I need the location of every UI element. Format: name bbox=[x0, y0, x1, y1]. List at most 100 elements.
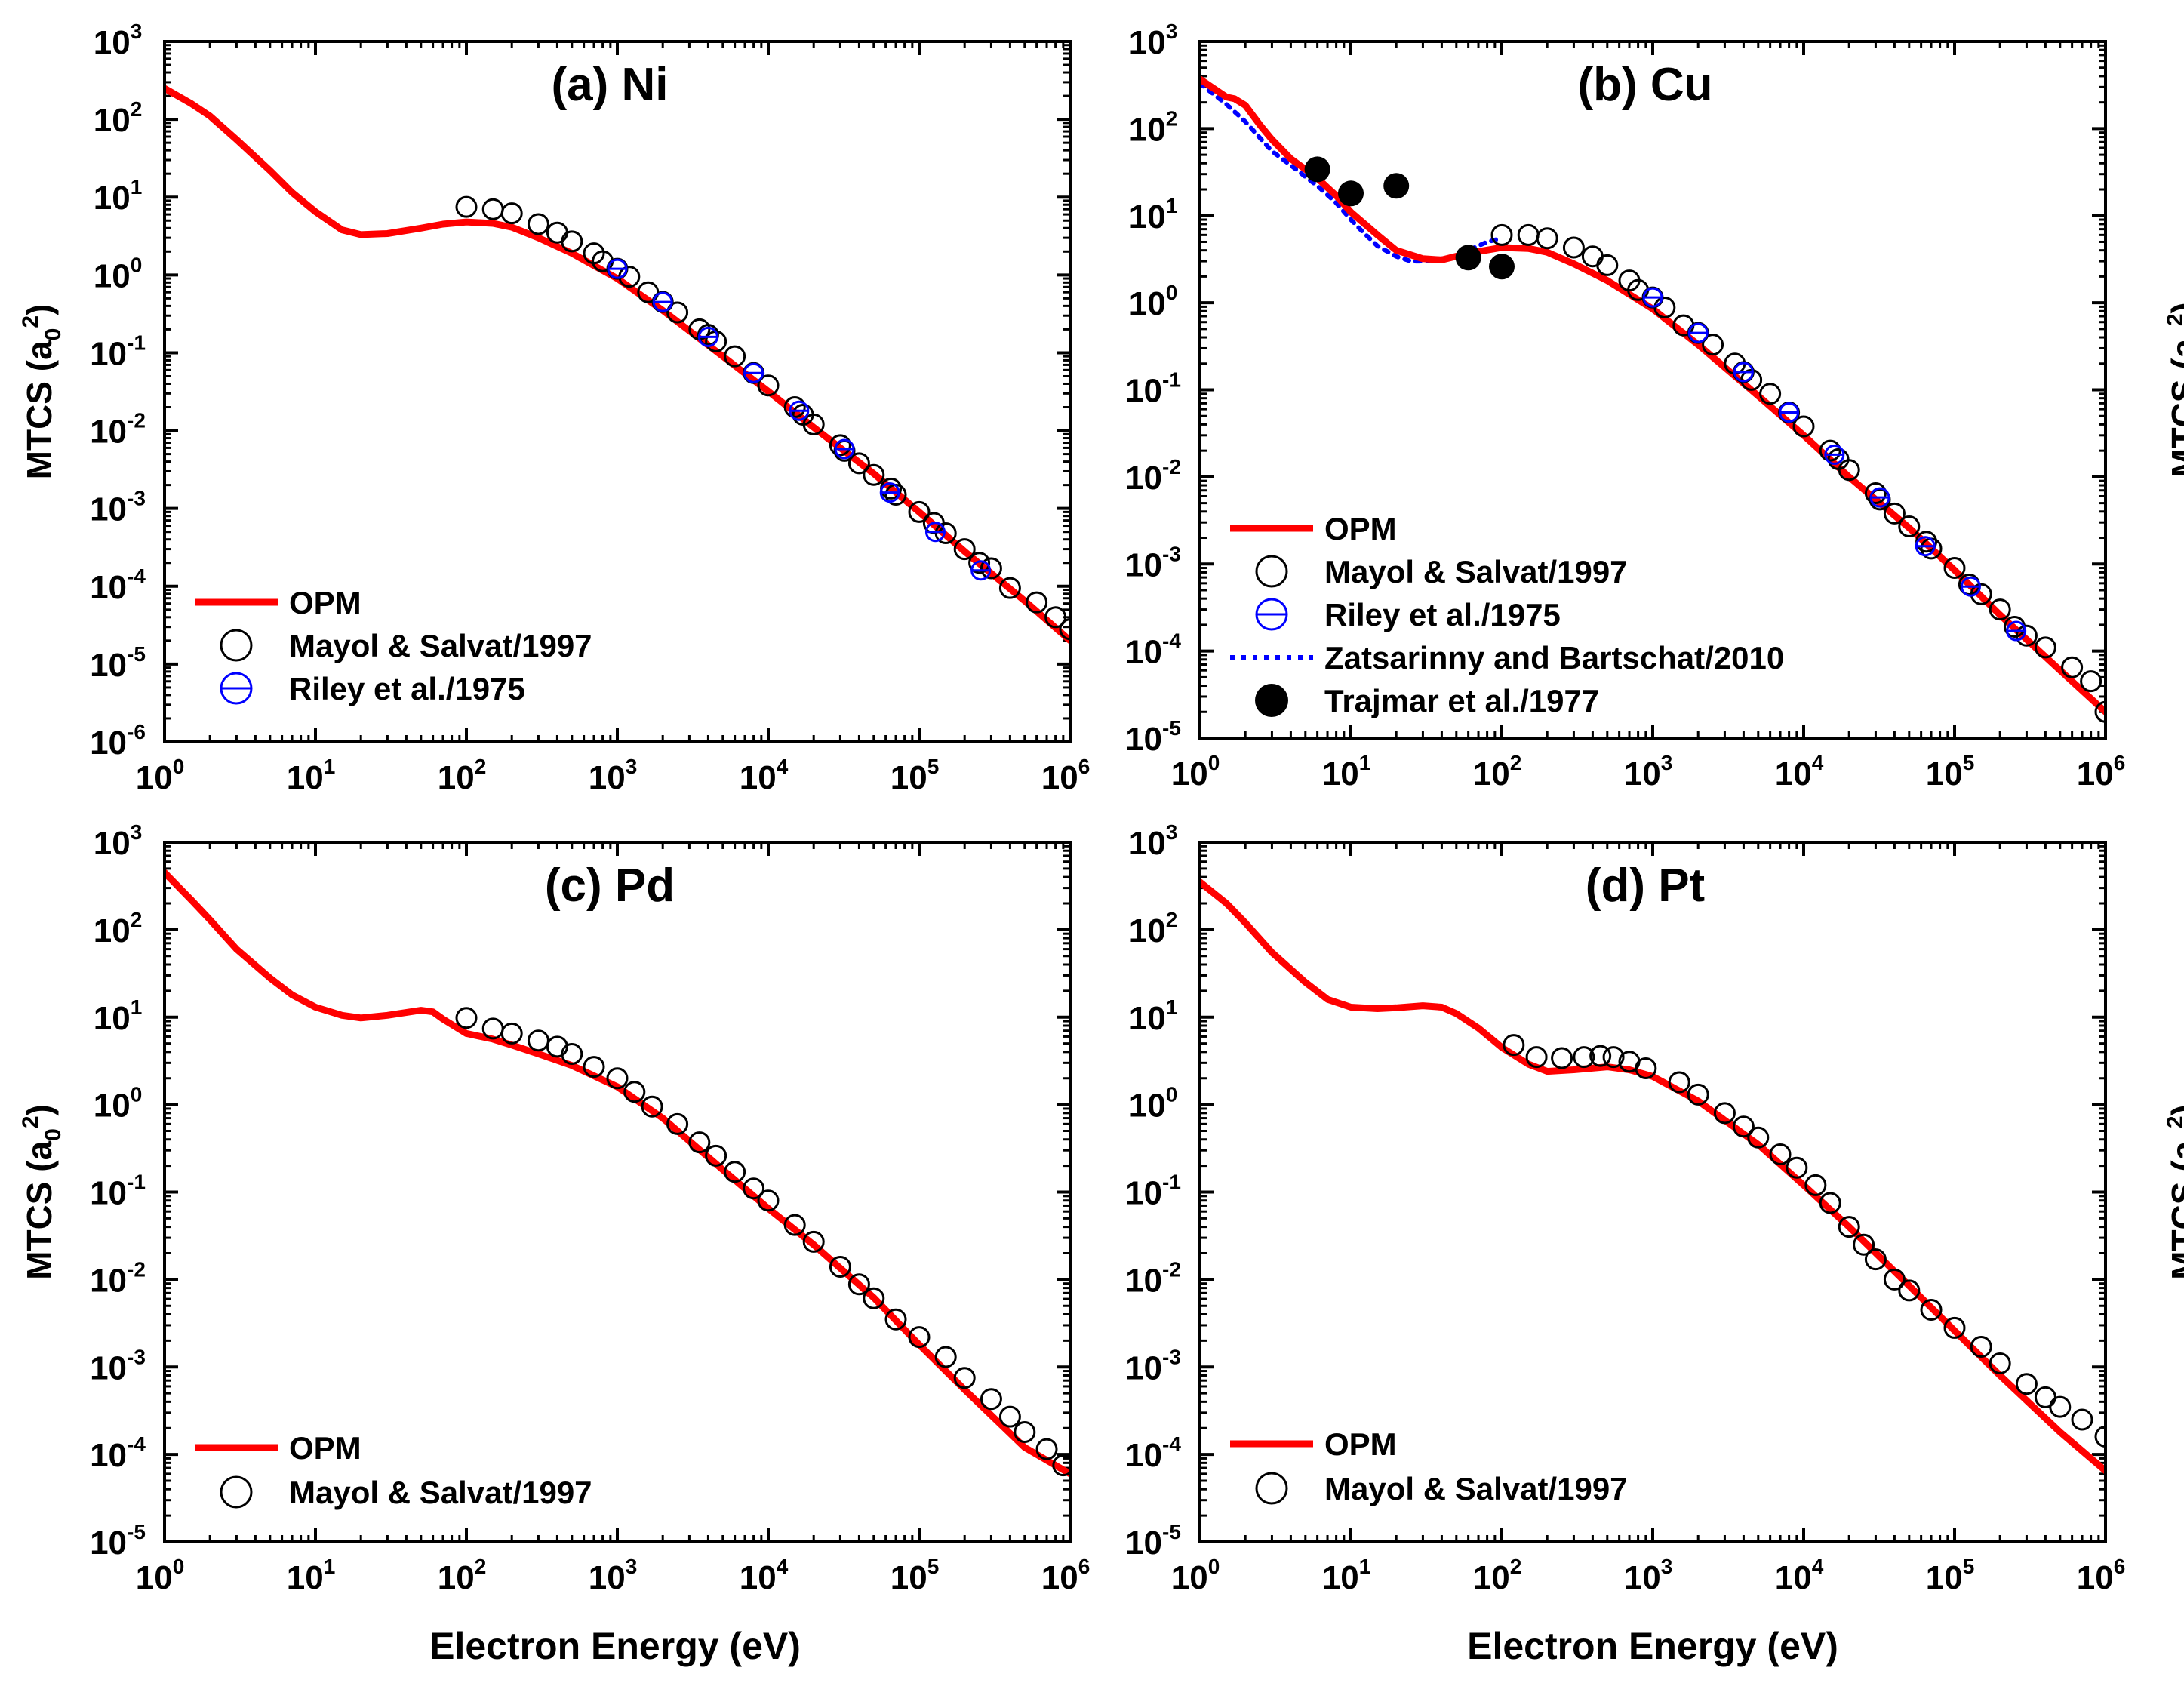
series-opm-line bbox=[1200, 75, 2106, 715]
series-riley-et-al-1975-point bbox=[2006, 620, 2027, 642]
series-mayol-salvat-1997-point bbox=[1819, 439, 1841, 462]
series-mayol-salvat-1997-point bbox=[1898, 1279, 1921, 1302]
series-riley-et-al-1975-point bbox=[743, 362, 764, 383]
series-mayol-salvat-1997-point bbox=[1059, 618, 1070, 641]
y-tick-label: 10-3 bbox=[1125, 542, 1181, 583]
legend-label: Mayol & Salvat/1997 bbox=[1324, 1471, 1628, 1506]
x-tick-label: 102 bbox=[438, 755, 487, 796]
y-tick-label: 100 bbox=[1129, 1083, 1178, 1125]
x-tick-label: 104 bbox=[740, 1555, 789, 1596]
series-mayol-salvat-1997-point bbox=[2049, 1395, 2072, 1418]
series-mayol-salvat-1997-point bbox=[980, 1388, 1002, 1411]
series-riley-et-al-1975-point bbox=[834, 438, 855, 460]
data-layer bbox=[1200, 878, 2106, 1475]
series-mayol-salvat-1997-point bbox=[705, 1144, 727, 1167]
x-tick-label: 105 bbox=[891, 1555, 940, 1596]
x-axis-title-right: Electron Energy (eV) bbox=[1467, 1625, 1838, 1667]
series-mayol-salvat-1997-point bbox=[1503, 1034, 1525, 1057]
series-mayol-salvat-1997-point bbox=[527, 1029, 549, 1052]
legend-label: OPM bbox=[1324, 1426, 1397, 1462]
series-mayol-salvat-1997-point bbox=[783, 396, 806, 419]
series-mayol-salvat-1997-point bbox=[863, 1287, 885, 1309]
series-mayol-salvat-1997-point bbox=[2015, 1373, 2038, 1395]
series-mayol-salvat-1997-point bbox=[908, 500, 931, 523]
series-mayol-salvat-1997-point bbox=[1687, 1083, 1709, 1106]
series-mayol-salvat-1997-point bbox=[500, 202, 523, 225]
y-tick-label: 103 bbox=[94, 820, 143, 862]
series-mayol-salvat-1997-point bbox=[2094, 1425, 2106, 1448]
y-tick-label: 10-2 bbox=[90, 409, 146, 451]
series-mayol-salvat-1997-point bbox=[847, 452, 870, 475]
series-mayol-salvat-1997-point bbox=[1653, 297, 1676, 319]
legend-item-mayol-salvat-1997: Mayol & Salvat/1997 bbox=[220, 1475, 592, 1510]
y-tick-label: 102 bbox=[94, 908, 143, 949]
series-mayol-salvat-1997-point bbox=[606, 1067, 629, 1090]
series-mayol-salvat-1997-point bbox=[968, 552, 991, 574]
series-mayol-salvat-1997-point bbox=[724, 345, 746, 368]
y-axis-title: MTCS (a02) bbox=[18, 304, 66, 480]
series-mayol-salvat-1997-point bbox=[934, 522, 957, 545]
legend-item-opm: OPM bbox=[195, 1430, 361, 1466]
y-tick-label: 101 bbox=[94, 175, 143, 217]
y-tick-label: 101 bbox=[94, 995, 143, 1037]
series-mayol-salvat-1997-point bbox=[1759, 383, 1782, 405]
series-riley-et-al-1975-point bbox=[1869, 487, 1890, 508]
x-tick-label: 104 bbox=[1775, 751, 1824, 792]
series-mayol-salvat-1997-point bbox=[1517, 223, 1540, 246]
panel-a-ni: 100 101 102 103 104 105 106 10-6 10-5 10-4 10-3 10-… bbox=[18, 20, 1090, 796]
legend-label: Mayol & Salvat/1997 bbox=[289, 1475, 592, 1510]
series-riley-et-al-1975-point bbox=[652, 291, 673, 312]
series-riley-et-al-1975-point bbox=[1915, 536, 1936, 557]
series-mayol-salvat-1997-point bbox=[998, 1405, 1021, 1428]
data-layer bbox=[165, 85, 1070, 645]
x-tick-label: 102 bbox=[1473, 751, 1522, 792]
series-mayol-salvat-1997-point bbox=[2094, 700, 2106, 723]
series-mayol-salvat-1997-point bbox=[724, 1161, 746, 1183]
y-axis-title: MTCS (a02) bbox=[18, 1104, 66, 1280]
series-mayol-salvat-1997-point bbox=[1026, 591, 1048, 614]
series-mayol-salvat-1997-point bbox=[1052, 1454, 1070, 1477]
y-tick-label: 101 bbox=[1129, 194, 1178, 235]
y-tick-label: 100 bbox=[94, 253, 143, 294]
series-mayol-salvat-1997-point bbox=[1668, 1071, 1690, 1094]
data-layer bbox=[1200, 75, 2106, 723]
y-tick-label: 10-3 bbox=[90, 487, 146, 528]
y-tick-label: 100 bbox=[94, 1083, 143, 1125]
x-tick-label: 100 bbox=[1171, 751, 1220, 792]
legend-swatch bbox=[1255, 1472, 1288, 1505]
series-riley-et-al-1975-point bbox=[970, 560, 992, 581]
x-tick-label: 106 bbox=[2077, 1555, 2126, 1596]
legend-item-trajmar-et-al-1977: Trajmar et al./1977 bbox=[1255, 683, 1599, 718]
series-mayol-salvat-1997-point bbox=[1747, 1126, 1770, 1149]
y-tick-label: 10-2 bbox=[1125, 1257, 1181, 1299]
series-mayol-salvat-1997-point bbox=[1562, 236, 1585, 259]
series-trajmar-et-al-1977-point bbox=[1489, 254, 1515, 280]
legend-item-mayol-salvat-1997: Mayol & Salvat/1997 bbox=[1255, 1471, 1628, 1506]
series-mayol-salvat-1997-point bbox=[863, 463, 885, 486]
y-tick-label: 10-6 bbox=[90, 720, 146, 762]
panel-c-pd: 100 101 102 103 104 105 106 10-5 10-4 10-3 10-2 10-… bbox=[18, 820, 1090, 1596]
x-tick-label: 103 bbox=[589, 755, 638, 796]
x-tick-label: 106 bbox=[1041, 755, 1090, 796]
legend-label: Mayol & Salvat/1997 bbox=[289, 628, 592, 663]
series-mayol-salvat-1997-point bbox=[1769, 1143, 1792, 1166]
series-mayol-salvat-1997-point bbox=[546, 221, 568, 244]
series-riley-et-al-1975-point bbox=[879, 482, 900, 503]
panel-title: (a) Ni bbox=[552, 59, 669, 111]
y-tick-label: 10-1 bbox=[90, 1171, 146, 1212]
series-mayol-salvat-1997-point bbox=[481, 198, 504, 220]
series-mayol-salvat-1997-point bbox=[1898, 515, 1921, 537]
series-mayol-salvat-1997-point bbox=[666, 301, 689, 324]
series-trajmar-et-al-1977-point bbox=[1455, 245, 1481, 271]
series-mayol-salvat-1997-point bbox=[829, 434, 851, 457]
series-riley-et-al-1975-point bbox=[1824, 444, 1845, 465]
series-mayol-salvat-1997-point bbox=[1970, 1336, 1992, 1358]
x-tick-label: 103 bbox=[589, 1555, 638, 1596]
y-tick-label: 103 bbox=[1129, 820, 1178, 862]
x-tick-label: 104 bbox=[1775, 1555, 1824, 1596]
series-mayol-salvat-1997-point bbox=[757, 1189, 780, 1212]
series-opm-line bbox=[1200, 878, 2106, 1475]
y-tick-label: 10-3 bbox=[90, 1345, 146, 1386]
y-tick-label: 10-4 bbox=[90, 565, 146, 606]
series-mayol-salvat-1997-point bbox=[1943, 557, 1966, 580]
